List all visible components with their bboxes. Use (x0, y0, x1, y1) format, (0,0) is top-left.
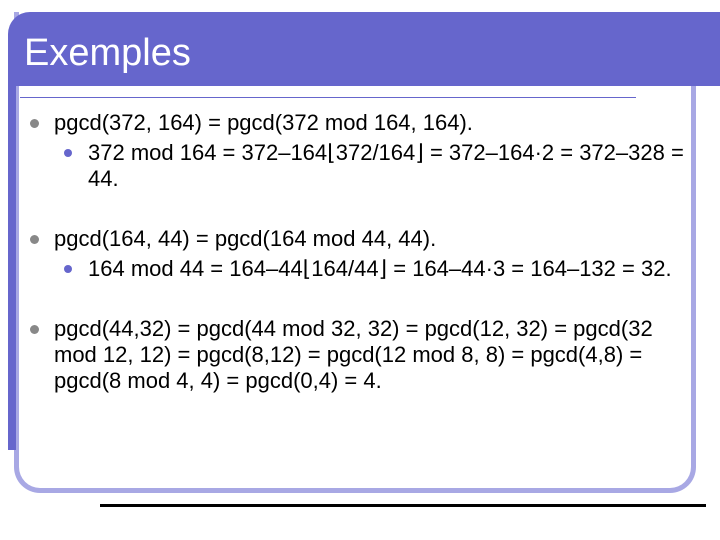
title-banner (8, 12, 720, 86)
frame (14, 12, 696, 493)
sub-bullet-item: 372 mod 164 = 372–164⌊372/164⌋ = 372–164… (64, 140, 688, 192)
bullet-text: pgcd(164, 44) = pgcd(164 mod 44, 44). (54, 226, 437, 251)
content: pgcd(372, 164) = pgcd(372 mod 164, 164).… (30, 110, 690, 428)
bullet (30, 235, 39, 244)
bullet-item: pgcd(44,32) = pgcd(44 mod 32, 32) = pgcd… (30, 316, 684, 394)
bullet-item: pgcd(372, 164) = pgcd(372 mod 164, 164).… (30, 110, 690, 192)
bullet (30, 325, 39, 334)
bullet-item: pgcd(164, 44) = pgcd(164 mod 44, 44). 164… (30, 226, 690, 282)
slide-title: Exemples (24, 32, 191, 74)
sub-bullet (64, 149, 72, 157)
sub-bullet-item: 164 mod 44 = 164–44⌊164/44⌋ = 164–44·3 =… (64, 256, 688, 282)
sub-bullet (64, 265, 72, 273)
title-rule (20, 93, 636, 98)
bullet-text: pgcd(44,32) = pgcd(44 mod 32, 32) = pgcd… (54, 316, 653, 393)
bullet-text: pgcd(372, 164) = pgcd(372 mod 164, 164). (54, 110, 473, 135)
bullet (30, 119, 39, 128)
footer-rule (100, 504, 706, 507)
left-bar (8, 60, 16, 450)
sub-bullet-text: 164 mod 44 = 164–44⌊164/44⌋ = 164–44·3 =… (88, 256, 672, 281)
sub-bullet-text: 372 mod 164 = 372–164⌊372/164⌋ = 372–164… (88, 140, 684, 191)
